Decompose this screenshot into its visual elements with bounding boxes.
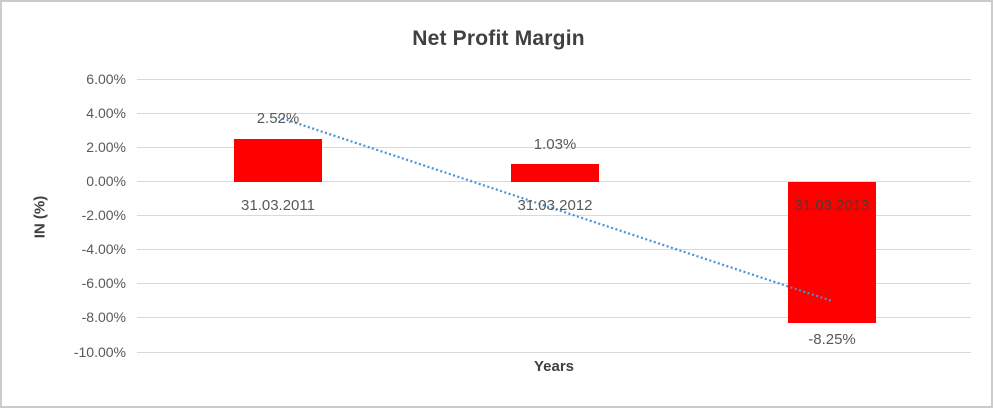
bar-2011 [234, 139, 322, 182]
value-label-2011: 2.52% [256, 110, 300, 127]
bar-2012 [511, 164, 599, 182]
category-label-2012: 31.03.2012 [517, 197, 593, 214]
y-tick-label: -6.00% [81, 275, 126, 291]
y-tick-label: -10.00% [73, 344, 126, 360]
y-tick-label: 2.00% [86, 139, 126, 155]
value-label-2013: -8.25% [808, 331, 856, 348]
y-tick-label: -8.00% [81, 309, 126, 325]
category-label-2013: 31.03.2013 [794, 197, 870, 214]
x-axis-title: Years [533, 358, 575, 375]
chart-title: Net Profit Margin [412, 27, 585, 50]
y-tick-label: -2.00% [81, 207, 126, 223]
y-tick-label: 6.00% [86, 71, 126, 87]
value-label-2012: 1.03% [533, 136, 577, 153]
y-tick-label: 0.00% [86, 173, 126, 189]
y-tick-label: -4.00% [81, 241, 126, 257]
category-label-2011: 31.03.2011 [241, 197, 315, 214]
y-tick-label: 4.00% [86, 105, 126, 121]
